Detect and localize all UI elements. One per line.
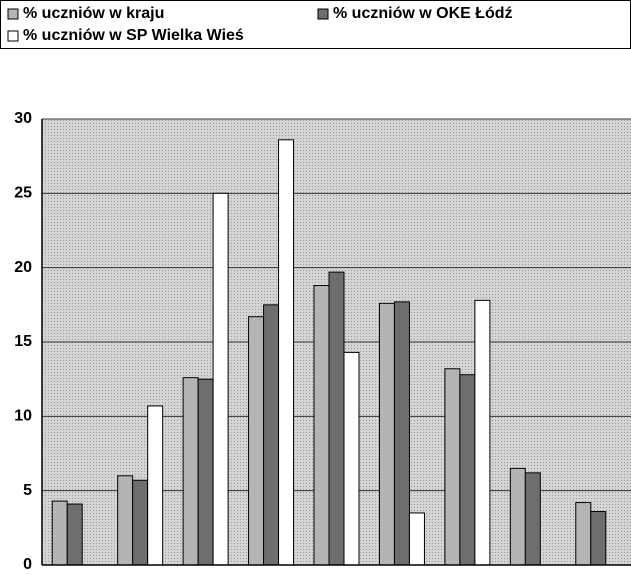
bar (66, 503, 83, 566)
y-tick-label: 15 (14, 333, 32, 350)
bar (343, 351, 360, 566)
bar (459, 374, 476, 566)
bar (444, 368, 461, 566)
y-tick-label: 10 (14, 408, 32, 425)
legend-label: % uczniów w SP Wielka Wieś (23, 27, 244, 44)
legend-label: % uczniów w kraju (23, 5, 164, 22)
bar (524, 472, 541, 566)
bar (278, 139, 295, 566)
bar (328, 271, 345, 566)
bar (313, 285, 330, 566)
bar (474, 299, 491, 566)
bar (509, 467, 526, 566)
bar (378, 302, 395, 566)
bar (147, 405, 164, 566)
bar (590, 510, 607, 566)
y-tick-label: 0 (23, 556, 32, 570)
legend-label: % uczniów w OKE Łódź (333, 5, 513, 22)
legend-box (0, 0, 631, 49)
y-tick-label: 5 (23, 482, 32, 499)
bar (51, 500, 68, 566)
bar (212, 192, 229, 566)
legend-swatch (317, 8, 329, 20)
bar (197, 378, 214, 566)
legend-swatch (7, 8, 19, 20)
bar (575, 502, 592, 566)
bar (132, 479, 149, 566)
y-tick-label: 25 (14, 185, 32, 202)
bar (182, 377, 199, 566)
bar (248, 316, 265, 566)
legend-swatch (7, 30, 19, 42)
y-tick-label: 30 (14, 110, 32, 127)
bar (263, 304, 280, 566)
bar (117, 475, 134, 566)
bar (393, 301, 410, 566)
bar (408, 512, 425, 566)
y-tick-label: 20 (14, 259, 32, 276)
